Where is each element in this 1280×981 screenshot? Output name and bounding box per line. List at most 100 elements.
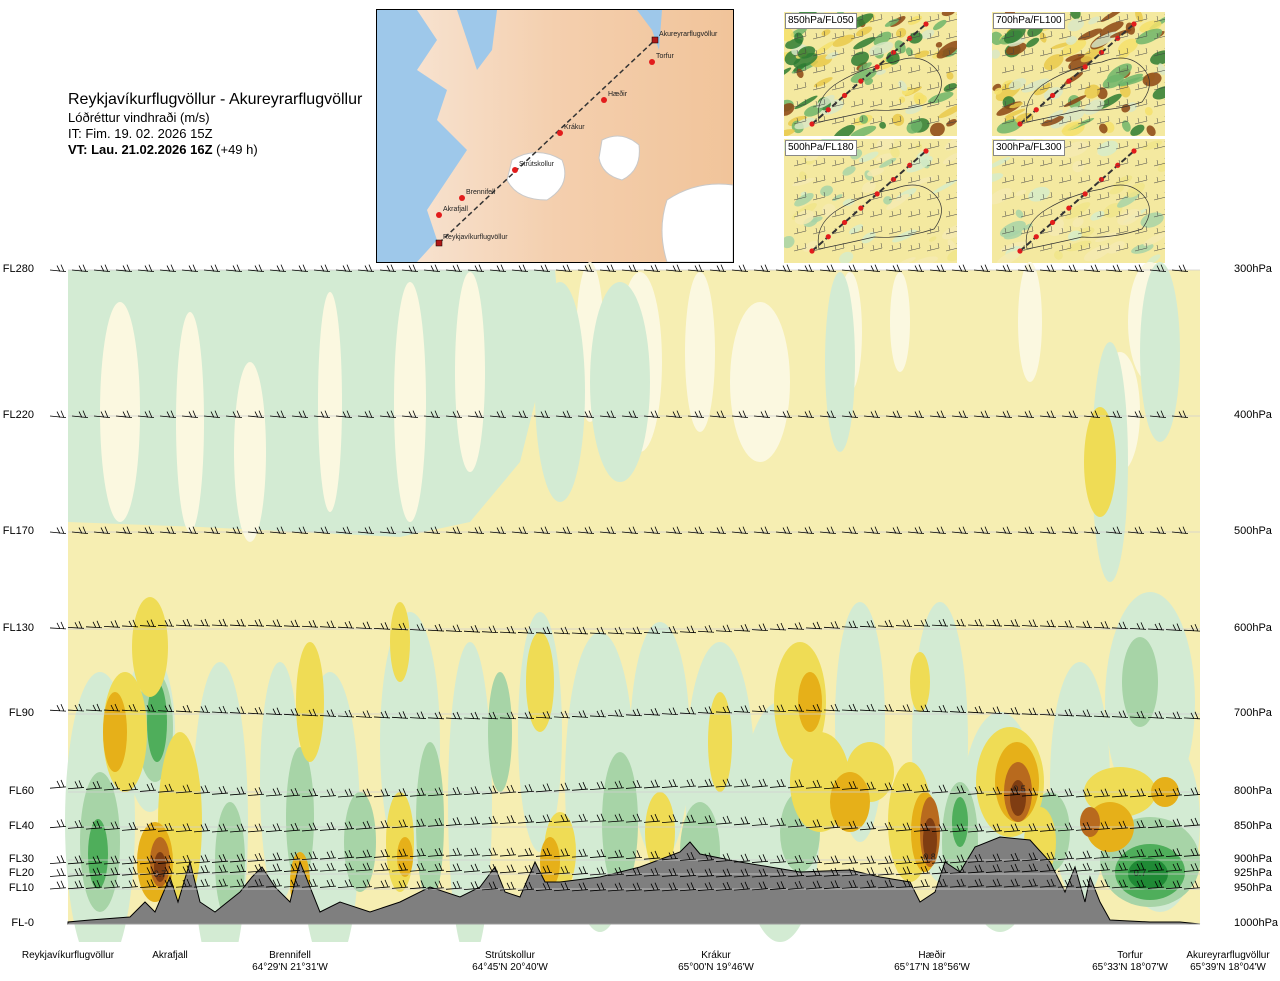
mini-field-blob [890, 146, 900, 158]
wind-barb [373, 622, 391, 630]
mini-wind-barb [1153, 48, 1165, 57]
wind-barb [1147, 880, 1165, 889]
wind-barb [665, 410, 683, 418]
wind-barb [1075, 821, 1093, 831]
mini-route-point [1115, 162, 1121, 168]
wind-barb [769, 817, 787, 827]
mini-wind-barb [869, 174, 883, 184]
glacier-2 [598, 135, 640, 181]
wind-barb [787, 868, 805, 878]
wind-barb [445, 526, 463, 534]
wind-barb [427, 880, 445, 890]
wind-barb [193, 823, 211, 833]
mini-wind-barb [1001, 30, 1015, 40]
wind-barb [1017, 526, 1035, 534]
wind-barb [181, 410, 199, 418]
wind-barb [481, 785, 499, 795]
wind-barb [301, 851, 319, 861]
wind-barb [175, 878, 193, 888]
mini-field-blob [930, 122, 945, 136]
wind-barb [1075, 862, 1093, 872]
wind-barb [159, 264, 177, 272]
wind-barb [715, 705, 733, 714]
mini-field-blob [1142, 72, 1162, 87]
wind-barb [203, 410, 221, 418]
mini-wind-barb [1058, 208, 1072, 218]
mini-field-blob [999, 220, 1026, 238]
wind-barb [355, 849, 373, 859]
mini-field-blob [992, 188, 1012, 205]
mini-route-point [1033, 107, 1039, 113]
mini-field-blob [947, 248, 957, 262]
title-block: Reykjavíkurflugvöllur - Akureyrarflugvöl… [68, 90, 362, 158]
wind-barb [1165, 862, 1183, 872]
mini-wind-barb [869, 30, 883, 40]
wind-barb [967, 853, 985, 863]
vertical-velocity-cell [630, 622, 690, 862]
flight-level-label: FL40 [8, 820, 34, 832]
pale-streak [890, 272, 910, 372]
mini-field-blob [820, 185, 833, 197]
wind-barb [313, 410, 331, 418]
wind-barb [1039, 863, 1057, 872]
location-label: Krákur 65°00'N 19°46'W [656, 950, 776, 974]
wind-barb [193, 785, 211, 795]
wind-barb [1111, 621, 1129, 630]
wind-barb [1149, 410, 1167, 418]
value-label: -0.8 [920, 852, 936, 862]
wind-barb [499, 711, 517, 720]
mini-wind-barb [1153, 116, 1165, 125]
wind-barb [499, 815, 517, 825]
station-marker [435, 239, 443, 247]
wind-barb [895, 619, 913, 627]
wind-barb [1093, 879, 1111, 889]
mini-field-blob [1033, 82, 1051, 96]
mini-wind-barb [831, 242, 845, 252]
wind-barb [787, 854, 805, 864]
mini-wind-barb [926, 242, 940, 252]
mini-field-blob [1088, 16, 1100, 25]
vertical-velocity-cell [830, 772, 870, 832]
mini-map-850-label: 850hPa/FL050 [785, 13, 857, 29]
location-name: Akrafjall [152, 950, 188, 961]
mini-wind-barb [888, 81, 902, 91]
wind-barb [1111, 879, 1129, 889]
terrain [67, 836, 1201, 925]
wind-barb [445, 863, 463, 873]
wind-barb [679, 625, 697, 634]
location-coord: 65°39'N 18°04'W [1190, 962, 1266, 973]
mini-wind-barb [1153, 31, 1165, 40]
wind-barb [751, 817, 769, 826]
wind-barb [121, 782, 139, 792]
wind-barb [709, 410, 727, 418]
wind-barb [463, 625, 481, 633]
wind-barb [1127, 410, 1145, 418]
wind-barb [93, 264, 111, 272]
wind-barb [355, 862, 373, 872]
mini-wind-barb [888, 191, 902, 201]
wind-barb [973, 264, 991, 272]
wind-barb [797, 264, 815, 272]
mini-field-blob [784, 235, 795, 249]
mini-wind-barb [1134, 242, 1148, 252]
wind-barb [1165, 880, 1183, 890]
mini-field-blob [850, 125, 877, 136]
mini-wind-barb [1134, 13, 1148, 23]
wind-barb [511, 264, 529, 272]
location-name: Krákur [701, 950, 731, 961]
wind-barb [661, 814, 679, 824]
mini-wind-barb [907, 157, 921, 167]
cross-section: 0.7-0.8-0.50.7 [49, 262, 1201, 942]
mini-wind-barb [1039, 81, 1053, 91]
wind-barb [571, 848, 589, 858]
vertical-velocity-cell [344, 792, 376, 892]
mini-wind-barb [1077, 13, 1091, 23]
mini-field-blob [867, 167, 885, 177]
wind-barb [121, 855, 139, 865]
mini-wind-barb [945, 48, 957, 57]
wind-barb [697, 868, 715, 878]
mini-wind-barb [1115, 191, 1129, 201]
mini-wind-barb [1153, 141, 1165, 150]
wind-barb [643, 779, 661, 789]
wind-barb [555, 264, 573, 272]
